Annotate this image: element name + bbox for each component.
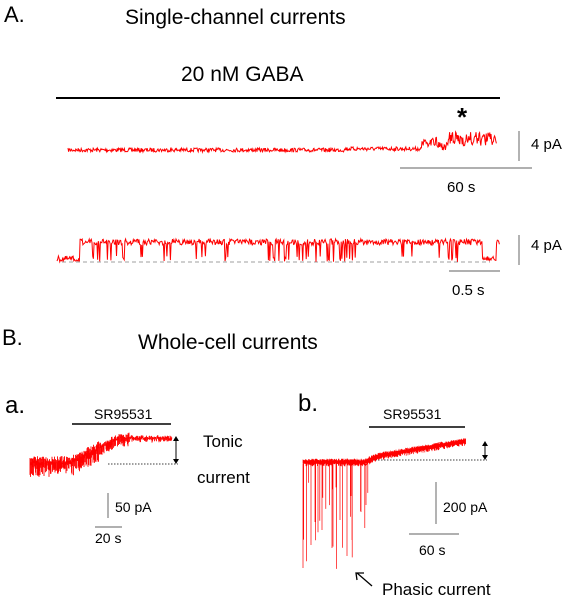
whole-cell-trace-a xyxy=(29,432,173,477)
single-channel-trace-long xyxy=(67,130,497,154)
single-channel-trace-short xyxy=(56,237,500,264)
sr95531-label-b: SR95531 xyxy=(383,406,442,422)
scale-label-4pA-bottom: 4 pA xyxy=(531,237,562,254)
tonic-arrowhead-up-b xyxy=(482,441,488,446)
scale-label-20s: 20 s xyxy=(95,530,121,546)
scale-label-60s-top: 60 s xyxy=(447,179,475,196)
phasic-arrow-shaft xyxy=(356,572,373,587)
panel-a-title: Single-channel currents xyxy=(125,6,346,29)
tonic-arrowhead-down-b xyxy=(482,455,488,460)
panel-b-letter: B. xyxy=(2,325,23,350)
panel-a-letter: A. xyxy=(4,2,25,27)
scale-label-60s-b: 60 s xyxy=(419,542,445,558)
scale-label-4pA-top: 4 pA xyxy=(531,136,562,153)
opening-asterisk: * xyxy=(457,102,468,132)
scale-label-200pA: 200 pA xyxy=(443,499,488,515)
phasic-arrow-icon xyxy=(355,572,364,581)
gaba-label: 20 nM GABA xyxy=(181,63,304,86)
panel-b-title: Whole-cell currents xyxy=(138,331,318,354)
subpanel-a-letter: a. xyxy=(5,392,25,419)
tonic-label-line2: current xyxy=(197,468,250,487)
tonic-arrowhead-up-a xyxy=(173,436,179,441)
phasic-label: Phasic current xyxy=(382,580,491,599)
tonic-arrowhead-down-a xyxy=(173,459,179,464)
scale-label-0.5s: 0.5 s xyxy=(452,282,485,299)
subpanel-b-letter: b. xyxy=(298,390,318,417)
tonic-label-line1: Tonic xyxy=(203,432,243,451)
sr95531-label-a: SR95531 xyxy=(94,406,153,422)
scale-label-50pA: 50 pA xyxy=(115,499,152,515)
whole-cell-trace-b xyxy=(302,438,466,569)
